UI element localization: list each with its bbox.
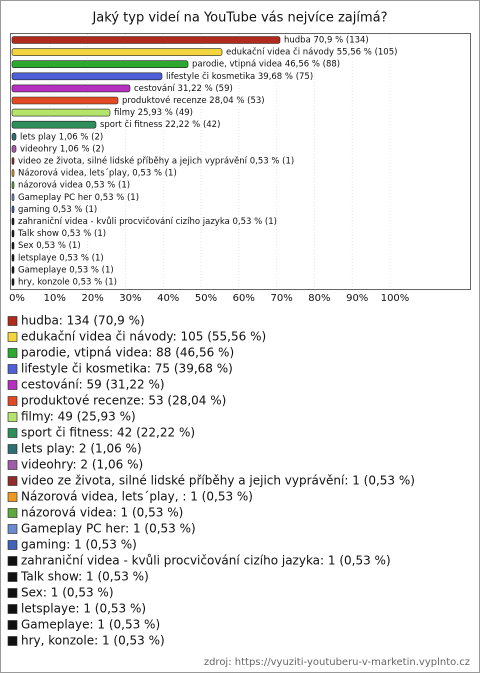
x-tick-label: 20%	[81, 293, 103, 304]
value-label: Talk show 0,53 % (1)	[17, 229, 106, 239]
bar	[11, 266, 15, 274]
legend-entry: filmy: 49 (25,93 %)	[21, 410, 136, 424]
legend-entry: letsplaye: 1 (0,53 %)	[21, 602, 146, 616]
legend-entry: Sex: 1 (0,53 %)	[21, 586, 114, 600]
value-label: Gameplaye 0,53 % (1)	[18, 265, 114, 275]
value-label: letsplaye 0,53 % (1)	[18, 253, 104, 263]
bar	[11, 193, 15, 202]
legend-swatch	[7, 556, 18, 566]
legend-entry: Názorová videa, lets´play, : 1 (0,53 %)	[21, 490, 253, 504]
legend-entry: lifestyle či kosmetika: 75 (39,68 %)	[21, 362, 233, 376]
legend-entry: názorová videa: 1 (0,53 %)	[21, 506, 183, 520]
legend-entry: Gameplaye: 1 (0,53 %)	[21, 618, 160, 632]
x-tick-label: 40%	[157, 293, 179, 304]
legend-entry: hudba: 134 (70,9 %)	[21, 314, 145, 328]
value-label: Gameplay PC her 0,53 % (1)	[18, 193, 139, 203]
value-label: video ze života, silné lidské příběhy a …	[18, 156, 294, 167]
bar	[11, 72, 163, 81]
legend-swatch	[7, 396, 18, 406]
legend-entry: parodie, vtipná videa: 88 (46,56 %)	[21, 346, 234, 360]
value-label: produktové recenze 28,04 % (53)	[122, 95, 265, 106]
value-label: zahraniční videa - kvůli procvičování ci…	[18, 216, 277, 227]
bar	[11, 108, 111, 117]
bar	[11, 205, 15, 214]
legend-swatch	[7, 508, 18, 518]
plot-frame	[10, 33, 471, 290]
x-tick-label: 10%	[44, 293, 66, 304]
bar	[11, 36, 281, 44]
legend-swatch	[7, 348, 18, 358]
value-label: Sex 0,53 % (1)	[18, 241, 81, 251]
bar	[11, 241, 15, 250]
value-label: lets play 1,06 % (2)	[20, 132, 103, 142]
legend-swatch	[7, 412, 18, 422]
legend-entry: sport či fitness: 42 (22,22 %)	[21, 426, 195, 440]
chart-title: Jaký typ videí na YouTube vás nejvíce za…	[91, 11, 387, 26]
bar	[11, 96, 119, 105]
legend-entry: edukační videa či návody: 105 (55,56 %)	[21, 330, 266, 344]
legend-swatch	[7, 380, 18, 390]
legend-swatch	[7, 540, 18, 550]
bar	[11, 48, 223, 56]
legend-swatch	[7, 492, 18, 502]
legend-swatch	[7, 444, 18, 454]
x-tick-label: 100%	[381, 293, 410, 304]
legend-swatch	[7, 620, 18, 630]
legend-swatch	[7, 524, 18, 534]
bar	[11, 229, 15, 238]
legend-swatch	[7, 476, 18, 486]
legend-entry: lets play: 2 (1,06 %)	[21, 442, 142, 456]
value-label: videohry 1,06 % (2)	[20, 144, 104, 154]
legend-entry: produktové recenze: 53 (28,04 %)	[21, 394, 226, 408]
legend-swatch	[7, 428, 18, 438]
legend-swatch	[7, 636, 18, 646]
bar	[11, 60, 189, 69]
legend-entry: Gameplay PC her: 1 (0,53 %)	[21, 522, 196, 536]
value-label: parodie, vtipná videa 46,56 % (88)	[192, 60, 340, 70]
bar	[11, 278, 15, 286]
value-label: filmy 25,93 % (49)	[114, 108, 193, 118]
x-tick-label: 50%	[195, 293, 217, 304]
legend-swatch	[7, 572, 18, 582]
value-label: Názorová videa, lets´play, 0,53 % (1)	[18, 168, 177, 179]
x-tick-label: 30%	[119, 293, 141, 304]
bar	[11, 157, 15, 165]
value-label: sport či fitness 22,22 % (42)	[100, 119, 220, 130]
legend-entry: Talk show: 1 (0,53 %)	[20, 570, 149, 584]
legend-entry: cestování: 59 (31,22 %)	[21, 378, 165, 392]
legend-entry: zahraniční videa - kvůli procvičování ci…	[21, 554, 391, 568]
bar	[11, 254, 15, 262]
legend-swatch	[7, 316, 18, 326]
legend-swatch	[7, 460, 18, 470]
bar	[11, 169, 15, 177]
legend-entry: video ze života, silné lidské příběhy a …	[21, 474, 415, 488]
x-tick-label: 60%	[233, 293, 255, 304]
value-label: cestování 31,22 % (59)	[134, 84, 233, 94]
bar	[11, 133, 17, 141]
bar	[11, 120, 97, 129]
legend-entry: videohry: 2 (1,06 %)	[21, 458, 143, 472]
x-tick-label: 80%	[308, 293, 330, 304]
legend-entry: gaming: 1 (0,53 %)	[21, 538, 137, 552]
bar	[11, 217, 15, 226]
legend-swatch	[7, 332, 18, 342]
x-tick-label: 0%	[9, 293, 25, 304]
value-label: gaming 0,53 % (1)	[18, 205, 97, 215]
value-label: hry, konzole 0,53 % (1)	[18, 278, 117, 288]
x-tick-label: 70%	[270, 293, 292, 304]
legend-swatch	[7, 588, 18, 598]
x-tick-label: 90%	[346, 293, 368, 304]
value-label: edukační videa či návody 55,56 % (105)	[226, 47, 397, 58]
value-label: lifestyle či kosmetika 39,68 % (75)	[166, 71, 313, 82]
legend-swatch	[7, 604, 18, 614]
legend-entry: hry, konzole: 1 (0,53 %)	[21, 634, 165, 648]
bar	[11, 84, 131, 93]
legend-swatch	[7, 364, 18, 374]
bar	[11, 145, 17, 153]
source: zdroj: https://vyuziti-youtuberu-v-marke…	[204, 657, 470, 668]
bar	[11, 181, 15, 189]
value-label: názorová videa 0,53 % (1)	[18, 181, 130, 191]
value-label: hudba 70,9 % (134)	[284, 36, 369, 46]
